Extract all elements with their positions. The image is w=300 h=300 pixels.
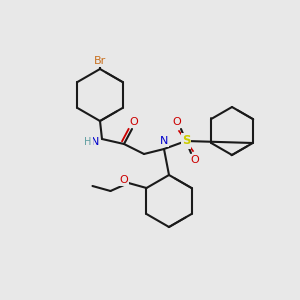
Text: O: O bbox=[190, 155, 200, 165]
Text: O: O bbox=[130, 117, 138, 127]
Text: H: H bbox=[84, 137, 92, 147]
Text: Br: Br bbox=[94, 56, 106, 66]
Text: N: N bbox=[91, 137, 99, 147]
Text: O: O bbox=[119, 175, 128, 185]
Text: S: S bbox=[182, 134, 190, 148]
Text: O: O bbox=[172, 117, 182, 127]
Text: N: N bbox=[160, 136, 168, 146]
